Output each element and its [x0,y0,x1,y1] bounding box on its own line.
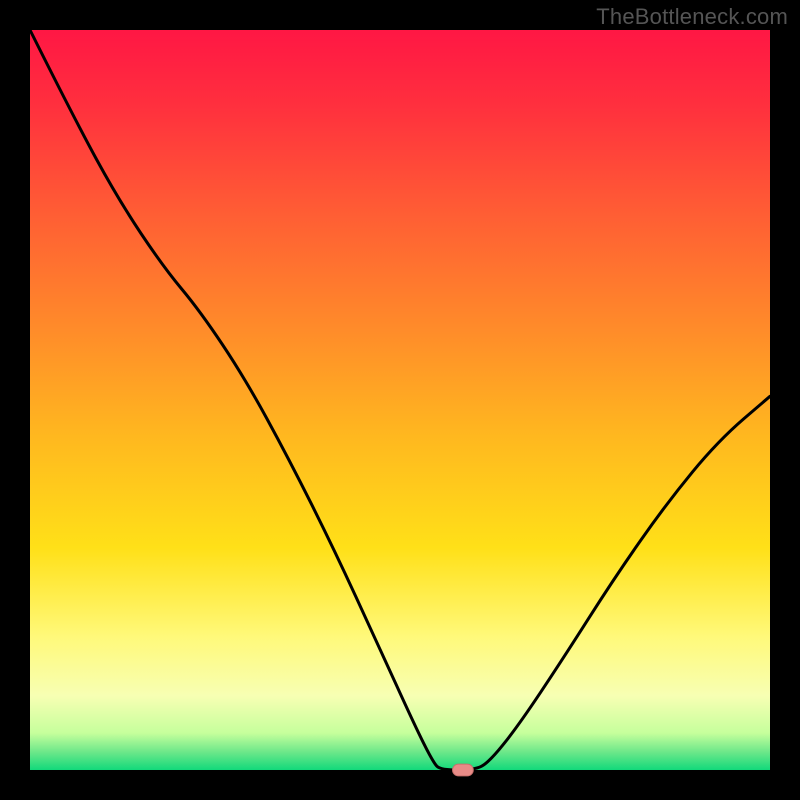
gradient-background [30,30,770,770]
bottleneck-chart [0,0,800,800]
attribution-text: TheBottleneck.com [596,4,788,30]
minimum-marker [453,764,474,776]
